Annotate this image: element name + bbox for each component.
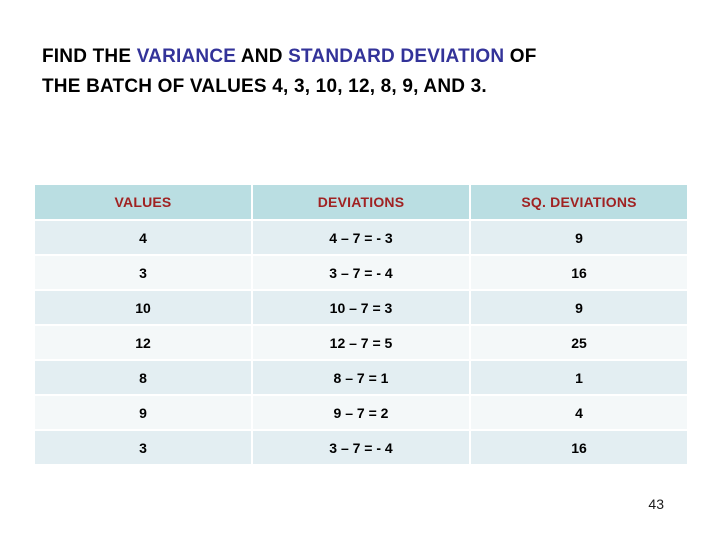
table-cell: 3 xyxy=(35,256,251,289)
title-text: OF xyxy=(504,46,537,67)
table-cell: 3 – 7 = - 4 xyxy=(253,431,469,464)
title-text: AND xyxy=(236,46,289,67)
table-cell: 25 xyxy=(471,326,687,359)
page-number: 43 xyxy=(648,496,664,512)
table-cell: 4 – 7 = - 3 xyxy=(253,221,469,254)
table-cell: 4 xyxy=(471,396,687,429)
table-cell: 9 xyxy=(35,396,251,429)
table-cell: 12 xyxy=(35,326,251,359)
table-cell: 10 – 7 = 3 xyxy=(253,291,469,324)
table-cell: 8 xyxy=(35,361,251,394)
table-cell: 16 xyxy=(471,431,687,464)
column-header: SQ. DEVIATIONS xyxy=(471,185,687,219)
table-cell: 8 – 7 = 1 xyxy=(253,361,469,394)
table-header-row: VALUES DEVIATIONS SQ. DEVIATIONS xyxy=(35,185,687,219)
slide-title: FIND THE VARIANCE AND STANDARD DEVIATION… xyxy=(42,42,692,102)
title-accent-text: VARIANCE xyxy=(136,46,237,67)
table-cell: 12 – 7 = 5 xyxy=(253,326,469,359)
table-cell: 9 xyxy=(471,291,687,324)
table-cell: 1 xyxy=(471,361,687,394)
slide-title-line: FIND THE VARIANCE AND STANDARD DEVIATION… xyxy=(42,42,692,72)
column-header: DEVIATIONS xyxy=(253,185,469,219)
table-cell: 3 xyxy=(35,431,251,464)
table-cell: 3 – 7 = - 4 xyxy=(253,256,469,289)
title-text: THE BATCH OF VALUES 4, 3, 10, 12, 8, 9, … xyxy=(42,76,487,97)
title-accent-text: STANDARD DEVIATION xyxy=(288,46,505,67)
table-row: 12 12 – 7 = 5 25 xyxy=(35,326,687,359)
table-cell: 10 xyxy=(35,291,251,324)
table-cell: 16 xyxy=(471,256,687,289)
column-header: VALUES xyxy=(35,185,251,219)
table-cell: 9 – 7 = 2 xyxy=(253,396,469,429)
table-cell: 9 xyxy=(471,221,687,254)
table-cell: 4 xyxy=(35,221,251,254)
slide-title-line: THE BATCH OF VALUES 4, 3, 10, 12, 8, 9, … xyxy=(42,72,692,102)
title-text: FIND THE xyxy=(42,46,137,67)
